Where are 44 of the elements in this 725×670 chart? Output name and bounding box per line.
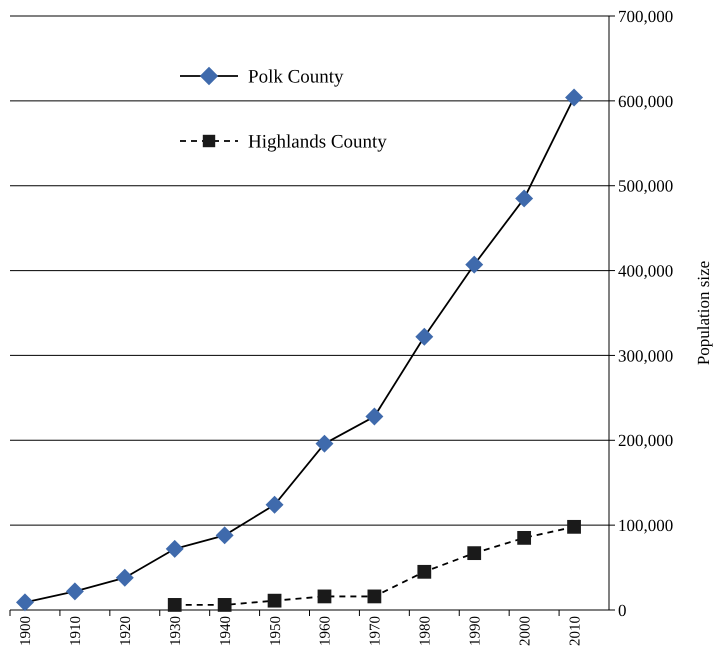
point xyxy=(417,564,432,579)
point xyxy=(517,530,532,545)
x-tick-label: 1920 xyxy=(118,616,134,646)
point xyxy=(315,434,334,453)
legend-label: Polk County xyxy=(248,66,344,88)
point xyxy=(66,582,84,600)
point xyxy=(216,526,234,544)
x-tick-label: 1990 xyxy=(467,616,484,646)
x-tick-label: 1980 xyxy=(418,616,434,646)
x-tick-label: 1950 xyxy=(268,616,284,646)
y-axis-title: Population size xyxy=(694,260,713,366)
x-tick-label: 2010 xyxy=(567,616,584,646)
y-tick-label: 300,000 xyxy=(618,346,674,366)
x-tick-label: 1940 xyxy=(218,616,234,646)
legend-label: Highlands County xyxy=(248,132,388,153)
x-tick-label: 1960 xyxy=(318,616,334,646)
point xyxy=(318,590,332,604)
y-tick-label: 400,000 xyxy=(618,262,674,281)
point xyxy=(16,593,34,612)
point xyxy=(168,598,182,612)
y-tick-label: 700,000 xyxy=(618,6,674,26)
point xyxy=(268,594,282,608)
x-tick-label: 1910 xyxy=(68,616,84,646)
x-tick-label: 1970 xyxy=(368,616,384,646)
y-tick-label: 500,000 xyxy=(618,176,674,196)
point xyxy=(368,590,382,604)
point xyxy=(415,328,434,346)
y-tick-label: 100,000 xyxy=(618,516,674,536)
x-tick-label: 1930 xyxy=(168,616,184,646)
x-tick-label: 1900 xyxy=(18,616,34,646)
point xyxy=(218,598,232,612)
point xyxy=(266,496,284,514)
point xyxy=(467,546,482,560)
y-tick-label: 200,000 xyxy=(618,431,674,450)
y-tick-label: 600,000 xyxy=(618,92,674,111)
point xyxy=(567,520,581,534)
y-tick-label: 0 xyxy=(618,600,626,620)
point xyxy=(465,256,484,274)
x-tick-label: 2000 xyxy=(517,616,534,646)
point xyxy=(565,88,584,106)
point xyxy=(365,408,384,426)
point xyxy=(515,189,534,208)
point xyxy=(116,568,134,587)
point xyxy=(166,540,184,558)
